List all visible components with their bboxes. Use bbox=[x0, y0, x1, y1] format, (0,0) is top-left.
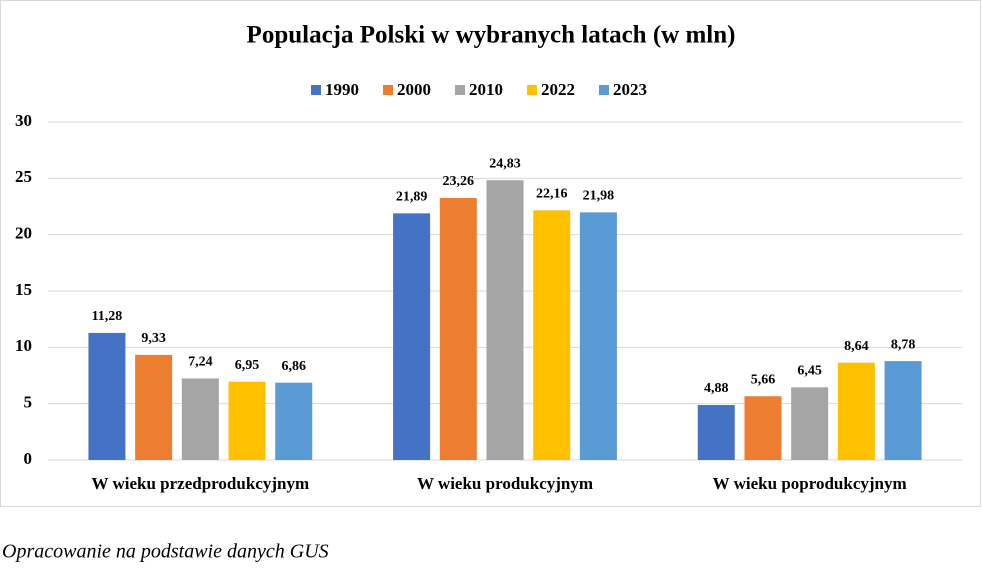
bar bbox=[579, 212, 617, 460]
chart-title: Populacja Polski w wybranych latach (w m… bbox=[247, 22, 736, 49]
bar bbox=[744, 396, 782, 460]
bar bbox=[393, 213, 431, 460]
value-label: 6,95 bbox=[235, 358, 260, 373]
value-label: 8,78 bbox=[891, 337, 916, 352]
bar bbox=[88, 332, 126, 460]
y-tick-label: 30 bbox=[15, 111, 32, 130]
bar bbox=[275, 382, 313, 460]
value-label: 4,88 bbox=[704, 381, 729, 396]
y-tick-label: 0 bbox=[24, 449, 33, 468]
legend-swatch bbox=[599, 85, 609, 95]
legend-label: 2000 bbox=[397, 80, 431, 99]
legend-swatch bbox=[455, 85, 465, 95]
y-tick-label: 5 bbox=[24, 393, 33, 412]
value-label: 23,26 bbox=[443, 174, 475, 189]
legend-swatch bbox=[383, 85, 393, 95]
bar bbox=[533, 210, 571, 460]
legend-label: 1990 bbox=[325, 80, 359, 99]
value-label: 22,16 bbox=[536, 187, 568, 202]
x-tick-label: W wieku produkcyjnym bbox=[417, 474, 593, 493]
bar bbox=[791, 387, 829, 460]
y-tick-label: 25 bbox=[15, 167, 32, 186]
value-label: 6,45 bbox=[797, 364, 822, 379]
bar bbox=[697, 405, 735, 460]
legend-label: 2010 bbox=[469, 80, 503, 99]
bar bbox=[884, 361, 922, 460]
x-tick-label: W wieku poprodukcyjnym bbox=[713, 474, 907, 493]
value-label: 7,24 bbox=[188, 355, 213, 370]
value-label: 9,33 bbox=[141, 331, 166, 346]
bar bbox=[135, 354, 173, 460]
value-label: 8,64 bbox=[844, 339, 869, 354]
value-label: 6,86 bbox=[281, 359, 306, 374]
y-tick-label: 10 bbox=[15, 336, 32, 355]
value-label: 21,89 bbox=[396, 190, 428, 205]
bar bbox=[486, 180, 524, 461]
legend-label: 2022 bbox=[541, 80, 575, 99]
bar bbox=[439, 197, 477, 461]
value-label: 11,28 bbox=[92, 309, 123, 324]
legend-label: 2023 bbox=[613, 80, 647, 99]
legend-swatch bbox=[527, 85, 537, 95]
value-label: 24,83 bbox=[489, 156, 521, 171]
y-tick-label: 20 bbox=[15, 224, 32, 243]
bar bbox=[181, 378, 219, 460]
x-tick-label: W wieku przedprodukcyjnym bbox=[92, 474, 310, 493]
value-label: 21,98 bbox=[583, 189, 615, 204]
bar bbox=[228, 381, 266, 460]
value-label: 5,66 bbox=[751, 372, 776, 387]
bar bbox=[837, 362, 875, 460]
y-tick-label: 15 bbox=[15, 280, 32, 299]
legend-swatch bbox=[311, 85, 321, 95]
source-note: Opracowanie na podstawie danych GUS bbox=[2, 541, 329, 563]
